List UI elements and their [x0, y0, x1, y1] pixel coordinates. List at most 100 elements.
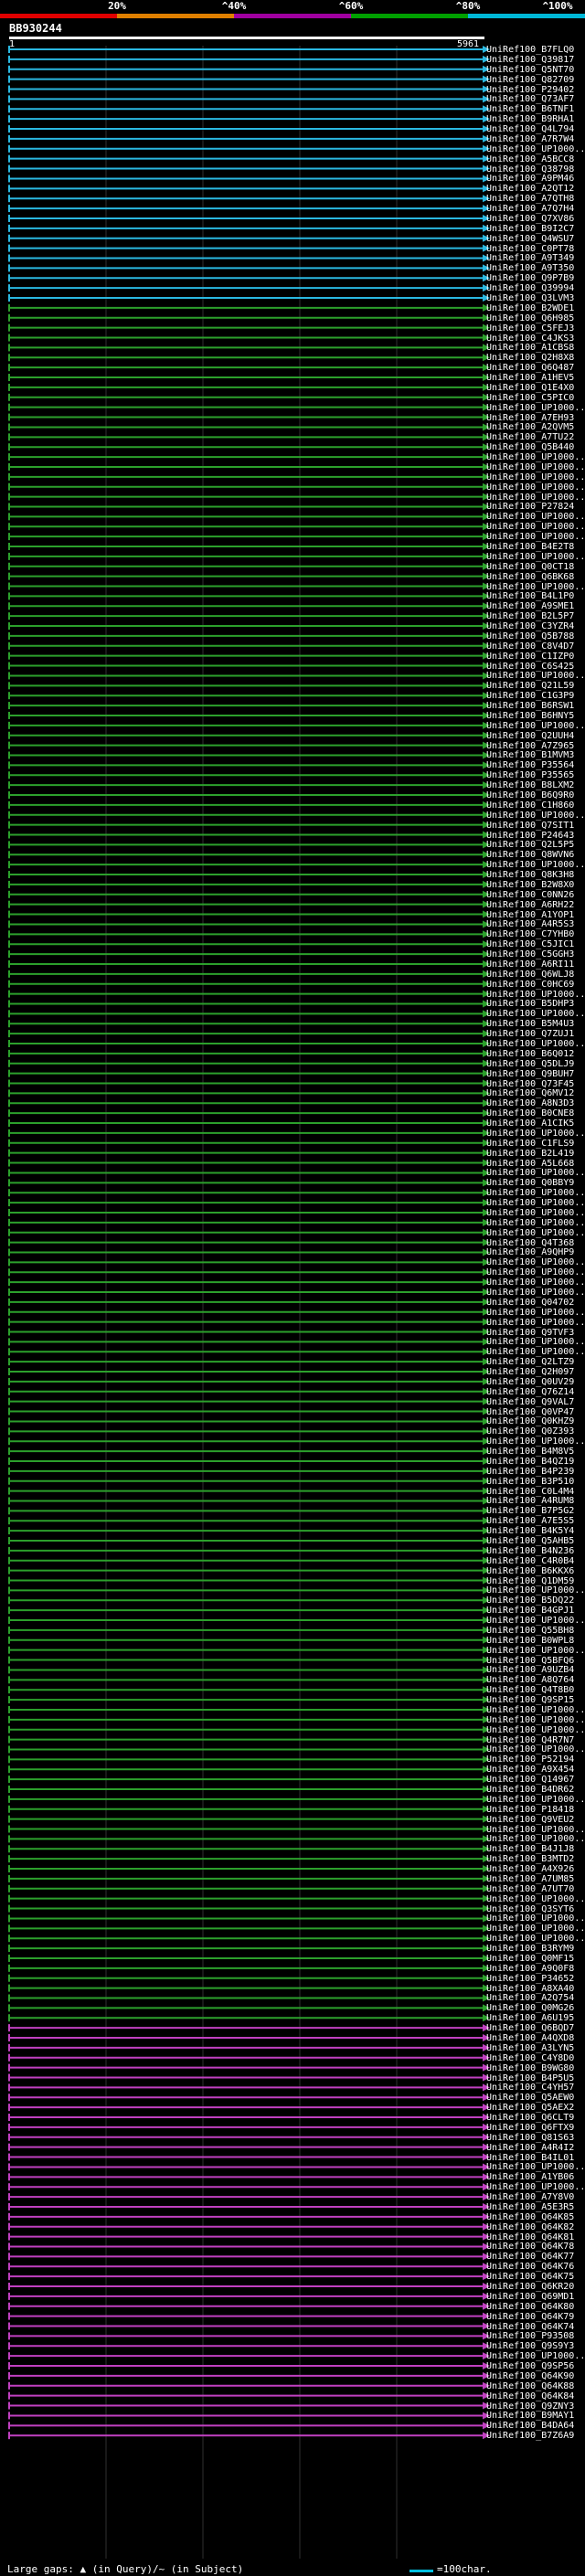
hit-label-link[interactable]: UniRef100_UP1000... — [486, 810, 585, 821]
hit-label-link[interactable]: UniRef100_P27824 — [486, 502, 575, 513]
hit-label-link[interactable]: UniRef100_UP1000... — [486, 1834, 585, 1845]
hit-label-link[interactable]: UniRef100_B0WPL8 — [486, 1635, 575, 1646]
hit-label-link[interactable]: UniRef100_C1IZP0 — [486, 651, 575, 662]
hit-label-link[interactable]: UniRef100_UP1000... — [486, 452, 585, 463]
hit-label-link[interactable]: UniRef100_Q64K85 — [486, 2211, 575, 2222]
hit-label-link[interactable]: UniRef100_Q6WLJ8 — [486, 969, 575, 980]
hit-label-link[interactable]: UniRef100_Q73AF7 — [486, 94, 575, 105]
hit-label-link[interactable]: UniRef100_Q64K81 — [486, 2231, 575, 2242]
hit-label-link[interactable]: UniRef100_Q4WSU7 — [486, 233, 575, 244]
hit-label-link[interactable]: UniRef100_B4L1P0 — [486, 591, 575, 602]
hit-label-link[interactable]: UniRef100_UP1000... — [486, 1913, 585, 1924]
hit-label-link[interactable]: UniRef100_Q4T368 — [486, 1237, 575, 1248]
hit-label-link[interactable]: UniRef100_Q64K78 — [486, 2242, 575, 2253]
hit-label-link[interactable]: UniRef100_C5JIC1 — [486, 939, 575, 950]
hit-label-link[interactable]: UniRef100_UP1000... — [486, 1217, 585, 1228]
hit-label-link[interactable]: UniRef100_Q64K75 — [486, 2272, 575, 2283]
hit-label-link[interactable]: UniRef100_Q8K3H8 — [486, 870, 575, 881]
hit-label-link[interactable]: UniRef100_UP1000... — [486, 1267, 585, 1278]
hit-label-link[interactable]: UniRef100_Q3SYT6 — [486, 1903, 575, 1914]
hit-label-link[interactable]: UniRef100_Q76Z14 — [486, 1386, 575, 1397]
hit-label-link[interactable]: UniRef100_Q64K82 — [486, 2221, 575, 2232]
hit-label-link[interactable]: UniRef100_UP1000... — [486, 1009, 585, 1020]
hit-label-link[interactable]: UniRef100_B6RSW1 — [486, 701, 575, 712]
hit-label-link[interactable]: UniRef100_Q69MD1 — [486, 2291, 575, 2302]
hit-label-link[interactable]: UniRef100_P93508 — [486, 2331, 575, 2342]
hit-label-link[interactable]: UniRef100_B2L5P7 — [486, 611, 575, 622]
hit-label-link[interactable]: UniRef100_Q64K80 — [486, 2301, 575, 2312]
hit-label-link[interactable]: UniRef100_B7Z6A9 — [486, 2431, 575, 2442]
hit-label-link[interactable]: UniRef100_B5DQ22 — [486, 1595, 575, 1606]
hit-label-link[interactable]: UniRef100_A3LYN5 — [486, 2042, 575, 2053]
hit-label-link[interactable]: UniRef100_UP1000... — [486, 1724, 585, 1735]
hit-label-link[interactable]: UniRef100_Q7SIT1 — [486, 820, 575, 831]
hit-label-link[interactable]: UniRef100_P35564 — [486, 760, 575, 771]
hit-label-link[interactable]: UniRef100_B7P5G2 — [486, 1506, 575, 1517]
hit-label-link[interactable]: UniRef100_B6Q9R0 — [486, 790, 575, 800]
hit-label-link[interactable]: UniRef100_Q6MV12 — [486, 1088, 575, 1099]
hit-label-link[interactable]: UniRef100_Q5AEW0 — [486, 2093, 575, 2104]
hit-label-link[interactable]: UniRef100_Q6FTX9 — [486, 2122, 575, 2133]
hit-label-link[interactable]: UniRef100_A5E3R5 — [486, 2201, 575, 2212]
hit-label-link[interactable]: UniRef100_B4QZ19 — [486, 1456, 575, 1467]
hit-label-link[interactable]: UniRef100_UP1000... — [486, 512, 585, 523]
hit-label-link[interactable]: UniRef100_Q5B788 — [486, 631, 575, 641]
hit-label-link[interactable]: UniRef100_A7UT70 — [486, 1883, 575, 1894]
hit-label-link[interactable]: UniRef100_Q9P7B9 — [486, 273, 575, 284]
hit-label-link[interactable]: UniRef100_A4QXD8 — [486, 2033, 575, 2043]
hit-label-link[interactable]: UniRef100_Q1E4X0 — [486, 382, 575, 393]
hit-label-link[interactable]: UniRef100_C4YH57 — [486, 2083, 575, 2094]
hit-label-link[interactable]: UniRef100_UP1000... — [486, 720, 585, 731]
hit-label-link[interactable]: UniRef100_B4P239 — [486, 1466, 575, 1477]
hit-label-link[interactable]: UniRef100_A2Q754 — [486, 1993, 575, 2004]
hit-label-link[interactable]: UniRef100_Q0MG26 — [486, 2003, 575, 2014]
hit-label-link[interactable]: UniRef100_UP1000... — [486, 551, 585, 562]
hit-label-link[interactable]: UniRef100_Q64K79 — [486, 2311, 575, 2322]
hit-label-link[interactable]: UniRef100_Q0KHZ9 — [486, 1416, 575, 1427]
hit-label-link[interactable]: UniRef100_C3YZR4 — [486, 621, 575, 632]
hit-label-link[interactable]: UniRef100_Q0CT18 — [486, 561, 575, 572]
hit-label-link[interactable]: UniRef100_Q0BBY9 — [486, 1178, 575, 1189]
hit-label-link[interactable]: UniRef100_B8LXM2 — [486, 780, 575, 791]
hit-label-link[interactable]: UniRef100_A8Q764 — [486, 1675, 575, 1686]
hit-label-link[interactable]: UniRef100_Q04702 — [486, 1297, 575, 1308]
hit-label-link[interactable]: UniRef100_Q5AEX2 — [486, 2103, 575, 2114]
hit-label-link[interactable]: UniRef100_Q0MF15 — [486, 1953, 575, 1964]
hit-label-link[interactable]: UniRef100_UP1000... — [486, 1645, 585, 1656]
hit-label-link[interactable]: UniRef100_A1HEV5 — [486, 373, 575, 384]
hit-label-link[interactable]: UniRef100_Q1DM59 — [486, 1575, 575, 1586]
hit-label-link[interactable]: UniRef100_B4GPJ1 — [486, 1606, 575, 1617]
hit-label-link[interactable]: UniRef100_A2QVM5 — [486, 422, 575, 433]
hit-label-link[interactable]: UniRef100_A5BCC8 — [486, 154, 575, 164]
hit-label-link[interactable]: UniRef100_A6RI11 — [486, 959, 575, 970]
hit-label-link[interactable]: UniRef100_Q6BQD7 — [486, 2023, 575, 2034]
hit-label-link[interactable]: UniRef100_Q21L59 — [486, 681, 575, 692]
hit-label-link[interactable]: UniRef100_A6U195 — [486, 2013, 575, 2024]
hit-label-link[interactable]: UniRef100_UP1000... — [486, 1585, 585, 1596]
hit-label-link[interactable]: UniRef100_UP1000... — [486, 1704, 585, 1715]
hit-label-link[interactable]: UniRef100_B0CNE8 — [486, 1108, 575, 1119]
hit-label-link[interactable]: UniRef100_UP1000... — [486, 1198, 585, 1209]
hit-label-link[interactable]: UniRef100_A1YOP1 — [486, 909, 575, 920]
hit-label-link[interactable]: UniRef100_UP1000... — [486, 671, 585, 682]
hit-label-link[interactable]: UniRef100_UP1000... — [486, 1257, 585, 1268]
hit-label-link[interactable]: UniRef100_Q6H985 — [486, 313, 575, 323]
hit-label-link[interactable]: UniRef100_C1FLS9 — [486, 1138, 575, 1149]
hit-label-link[interactable]: UniRef100_UP1000... — [486, 1307, 585, 1318]
hit-label-link[interactable]: UniRef100_Q39817 — [486, 54, 575, 65]
hit-label-link[interactable]: UniRef100_B7FLQ0 — [486, 45, 575, 55]
hit-label-link[interactable]: UniRef100_A7Y8V0 — [486, 2192, 575, 2203]
hit-label-link[interactable]: UniRef100_A2QT12 — [486, 184, 575, 195]
hit-label-link[interactable]: UniRef100_Q0VP47 — [486, 1406, 575, 1417]
hit-label-link[interactable]: UniRef100_B4P5U5 — [486, 2072, 575, 2083]
hit-label-link[interactable]: UniRef100_UP1000... — [486, 1227, 585, 1238]
hit-label-link[interactable]: UniRef100_A8XA40 — [486, 1983, 575, 1994]
hit-label-link[interactable]: UniRef100_B4N236 — [486, 1545, 575, 1556]
hit-label-link[interactable]: UniRef100_UP1000... — [486, 1934, 585, 1945]
hit-label-link[interactable]: UniRef100_B6Q012 — [486, 1048, 575, 1059]
hit-label-link[interactable]: UniRef100_UP1000... — [486, 1924, 585, 1935]
hit-label-link[interactable]: UniRef100_P52194 — [486, 1754, 575, 1765]
hit-label-link[interactable]: UniRef100_Q64K76 — [486, 2262, 575, 2273]
hit-label-link[interactable]: UniRef100_UP1000... — [486, 1277, 585, 1288]
hit-label-link[interactable]: UniRef100_B9I2C7 — [486, 223, 575, 234]
